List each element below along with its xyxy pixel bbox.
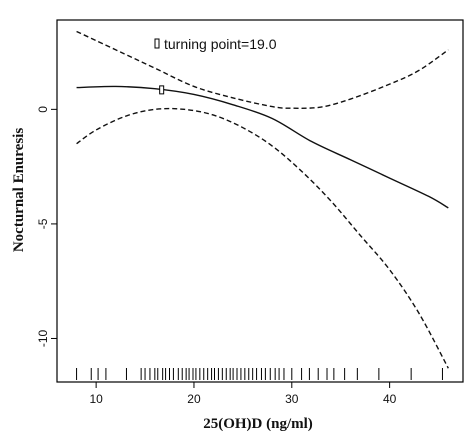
- rug-marks: [76, 368, 443, 380]
- annotation-box-icon: [154, 38, 160, 49]
- annotation-text: turning point=19.0: [164, 36, 277, 52]
- confidence-bound-line: [76, 107, 449, 369]
- fitted-line: [76, 85, 449, 209]
- y-tick-label: 0: [36, 106, 50, 113]
- plot-frame: [56, 19, 464, 383]
- x-tick-label: 20: [187, 392, 201, 406]
- x-tick-label: 10: [89, 392, 103, 406]
- x-axis-ticks: 10 20 30 40: [89, 382, 397, 406]
- y-tick-label: -10: [36, 329, 50, 347]
- series-lines: [76, 30, 449, 369]
- turning-point-annotation: turning point=19.0: [154, 36, 277, 95]
- x-tick-label: 40: [383, 392, 397, 406]
- x-axis-title: 25(OH)D (ng/ml): [203, 416, 313, 432]
- x-tick-label: 30: [285, 392, 299, 406]
- y-axis-ticks: 0 -5 -10: [36, 106, 57, 347]
- confidence-bound-line: [76, 30, 449, 109]
- y-axis-title: Nocturnal Enuresis: [11, 128, 27, 252]
- turning-point-marker: [159, 85, 165, 95]
- y-tick-label: -5: [36, 218, 50, 229]
